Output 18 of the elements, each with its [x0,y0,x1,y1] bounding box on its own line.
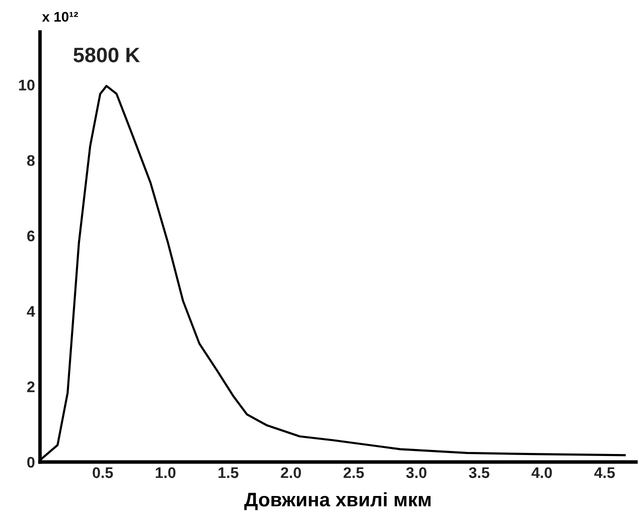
x-tick-label: 1.0 [156,467,176,478]
x-tick-label: 0.5 [92,467,113,478]
x-tick-label: 2.0 [280,467,301,478]
x-tick-label: 1.5 [218,467,238,478]
y-tick-label: 8 [27,155,35,166]
x-axis-title: Довжина хвилі мкм [244,492,431,510]
x-tick-label: 4.5 [594,467,615,478]
y-tick-label: 10 [19,80,35,90]
text: x 10¹² [42,12,78,22]
y-tick-label: 6 [27,230,35,242]
y-tick-label: 2 [27,381,35,392]
x-tick-label: 3.5 [468,467,490,478]
series-label: 5800 K [74,48,140,62]
x-tick-label: 2.5 [344,467,364,478]
x-tick-label: 4.0 [532,467,552,478]
y-tick-label: 4 [26,306,36,317]
y-tick-label: 0 [27,456,35,468]
x-tick-label: 3.0 [406,467,426,478]
